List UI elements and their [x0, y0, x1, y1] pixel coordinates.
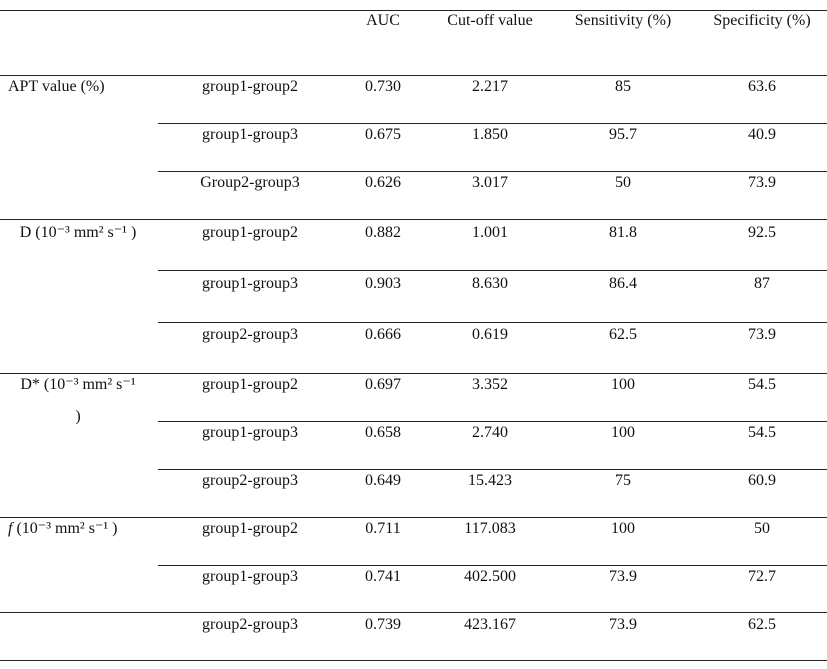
rule: [0, 373, 827, 374]
group-label: f (10⁻³ mm² s⁻¹ ): [8, 520, 118, 537]
rule: [158, 123, 827, 124]
table-cell: 0.666: [365, 326, 401, 343]
rule: [0, 219, 827, 220]
table-cell: group1-group3: [202, 275, 298, 292]
column-header: AUC: [366, 12, 400, 29]
table-cell: group2-group3: [202, 616, 298, 633]
table-cell: 54.5: [748, 376, 776, 393]
table-cell: 0.675: [365, 126, 401, 143]
table-cell: 15.423: [468, 472, 512, 489]
table-cell: 0.626: [365, 174, 401, 191]
group-label: APT value (%): [8, 78, 105, 95]
table-cell: 2.217: [472, 78, 508, 95]
table-cell: group1-group2: [202, 520, 298, 537]
table-cell: 86.4: [609, 275, 637, 292]
table-cell: 0.730: [365, 78, 401, 95]
table-cell: 1.850: [472, 126, 508, 143]
table-cell: 0.619: [472, 326, 508, 343]
table-cell: 2.740: [472, 424, 508, 441]
table-cell: 402.500: [464, 568, 516, 585]
rule: [158, 171, 827, 172]
table-cell: 73.9: [748, 326, 776, 343]
table-cell: 100: [611, 376, 635, 393]
table-cell: 0.711: [365, 520, 401, 537]
table-cell: 40.9: [748, 126, 776, 143]
table-cell: Group2-group3: [200, 174, 300, 191]
table-cell: 60.9: [748, 472, 776, 489]
table-cell: group1-group3: [202, 424, 298, 441]
table-cell: 62.5: [748, 616, 776, 633]
table-cell: 63.6: [748, 78, 776, 95]
table-cell: group1-group3: [202, 568, 298, 585]
table-cell: 0.903: [365, 275, 401, 292]
rule: [0, 10, 827, 11]
table-cell: 54.5: [748, 424, 776, 441]
rule: [0, 517, 827, 518]
table-cell: 50: [615, 174, 631, 191]
table-cell: 73.9: [748, 174, 776, 191]
table-cell: 3.017: [472, 174, 508, 191]
table-cell: 0.882: [365, 224, 401, 241]
rule: [158, 421, 827, 422]
table-cell: 73.9: [609, 568, 637, 585]
table-cell: 8.630: [472, 275, 508, 292]
table-cell: group1-group2: [202, 224, 298, 241]
table-cell: 423.167: [464, 616, 516, 633]
table-cell: group1-group3: [202, 126, 298, 143]
table-cell: group1-group2: [202, 78, 298, 95]
rule: [0, 75, 827, 76]
table-cell: group2-group3: [202, 326, 298, 343]
table-cell: 50: [754, 520, 770, 537]
rule: [158, 469, 827, 470]
table-cell: 0.739: [365, 616, 401, 633]
table-cell: 95.7: [609, 126, 637, 143]
group-label: D* (10⁻³ mm² s⁻¹ ): [20, 376, 136, 425]
table-cell: 117.083: [464, 520, 516, 537]
column-header: Cut-off value: [447, 12, 533, 29]
table-cell: 0.741: [365, 568, 401, 585]
table-cell: 0.658: [365, 424, 401, 441]
column-header: Specificity (%): [713, 12, 811, 29]
table-cell: 1.001: [472, 224, 508, 241]
table-cell: 3.352: [472, 376, 508, 393]
table-cell: group1-group2: [202, 376, 298, 393]
table-cell: 62.5: [609, 326, 637, 343]
rule: [158, 322, 827, 323]
table-cell: 87: [754, 275, 770, 292]
table-cell: 0.649: [365, 472, 401, 489]
table-cell: 75: [615, 472, 631, 489]
column-header: Sensitivity (%): [574, 12, 672, 29]
table-cell: 72.7: [748, 568, 776, 585]
rule: [0, 660, 827, 661]
group-label: D (10⁻³ mm² s⁻¹ ): [19, 224, 137, 241]
table-cell: group2-group3: [202, 472, 298, 489]
table-cell: 73.9: [609, 616, 637, 633]
rule: [158, 565, 827, 566]
table-cell: 92.5: [748, 224, 776, 241]
table-cell: 0.697: [365, 376, 401, 393]
table-cell: 100: [611, 424, 635, 441]
rule: [0, 612, 827, 613]
table-cell: 85: [615, 78, 631, 95]
table-cell: 100: [611, 520, 635, 537]
rule: [158, 270, 827, 271]
table-cell: 81.8: [609, 224, 637, 241]
